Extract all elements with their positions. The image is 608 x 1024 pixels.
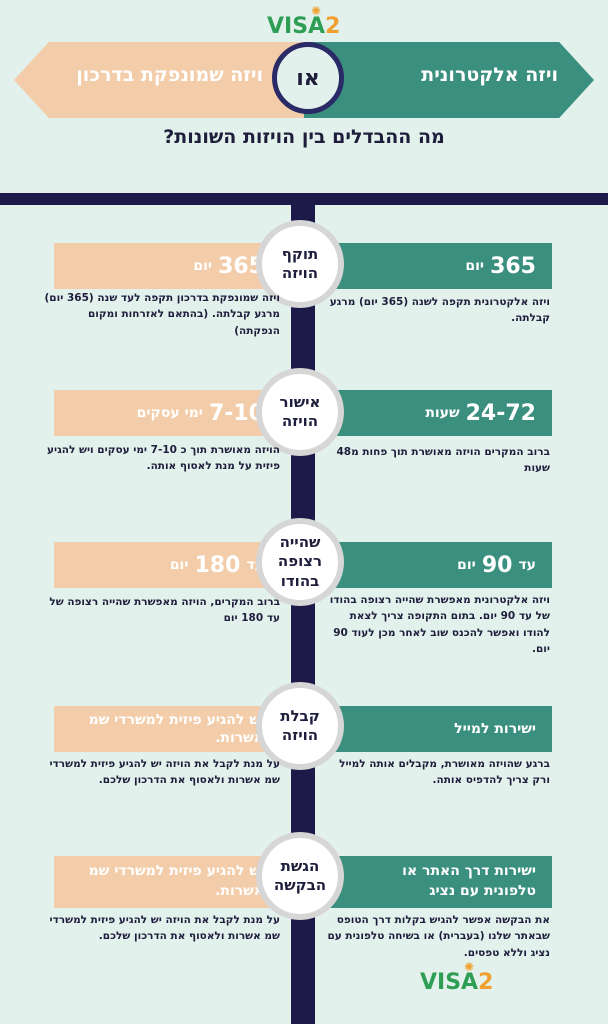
- row2-electronic-desc: ברוב המקרים הויזה מאושרת תוך פחות מ48 שע…: [336, 446, 550, 475]
- row4-electronic-label: ישירות למייל: [454, 721, 536, 737]
- row3-title: שהייה רצופה בהודו: [277, 532, 323, 590]
- visa2-logo-bottom: VISA2 ✺: [420, 960, 494, 995]
- passport-visa-banner: [14, 42, 304, 118]
- row5-electronic-box: ישירות דרך האתר או טלפונית עם נציג: [330, 856, 552, 908]
- row2-title: אישור הויזה: [279, 392, 321, 431]
- row1-electronic-value: 365: [490, 253, 536, 279]
- row5-circle: הגשת הבקשה: [256, 832, 344, 920]
- row3-electronic-box: עד 90 יום: [330, 542, 552, 588]
- row5-passport-label: יש להגיע פיזית למשרדי שמ אשרות.: [88, 863, 264, 899]
- row2-passport-value: 7-10: [208, 400, 264, 426]
- row2-circle: אישור הויזה: [256, 368, 344, 456]
- row4-title: קבלת הויזה: [280, 706, 320, 745]
- row2-passport-box: 7-10 ימי עסקים: [54, 390, 280, 436]
- row2-passport-unit: ימי עסקים: [136, 405, 203, 421]
- row1-electronic-unit: יום: [465, 258, 485, 274]
- row3-electronic-desc: ויזה אלקטרונית מאפשרת שהייה רצופה בהודו …: [329, 594, 550, 655]
- row2-electronic-unit: שעות: [425, 405, 460, 421]
- row1-passport-desc: ויזה שמונפקת בדרכון תקפה לעד שנה (365 יו…: [44, 292, 281, 337]
- visa2-logo-top: VISA2 ✺: [267, 4, 341, 39]
- row5-passport-desc: על מנת לקבל את הויזה יש להגיע פיזית למשר…: [49, 914, 280, 943]
- row4-passport-label: יש להגיע פיזית למשרדי שמ אשרות.: [88, 711, 264, 746]
- row2-passport-desc: הויזה מאושרת תוך כ 7-10 ימי עסקים ויש לה…: [47, 444, 280, 473]
- row5-electronic-desc: את הבקשה אפשר להגיש בקלות דרך הטופס שבאת…: [327, 914, 550, 959]
- row3-passport-unit: יום: [169, 557, 189, 573]
- comparison-question: מה ההבדלים בין הויזות השונות?: [163, 126, 445, 148]
- passport-visa-label: ויזה שמונפקת בדרכון: [76, 64, 263, 86]
- logo-number: 2: [325, 14, 341, 39]
- row3-passport-box: עד 180 יום: [54, 542, 280, 588]
- row4-passport-box: יש להגיע פיזית למשרדי שמ אשרות.: [54, 706, 280, 752]
- row1-passport-unit: יום: [193, 258, 213, 274]
- row5-passport-box: יש להגיע פיזית למשרדי שמ אשרות.: [54, 856, 280, 908]
- row4-circle: קבלת הויזה: [256, 682, 344, 770]
- row3-circle: שהייה רצופה בהודו: [256, 518, 344, 606]
- row3-passport-value: 180: [194, 552, 241, 578]
- or-circle: או: [272, 42, 344, 114]
- or-label: או: [296, 65, 320, 91]
- row2-electronic-box: 24-72 שעות: [330, 390, 552, 436]
- row3-electronic-unit: יום: [457, 557, 476, 573]
- row1-electronic-box: 365 יום: [330, 243, 552, 289]
- row3-passport-desc: ברוב המקרים, הויזה מאפשרת שהייה רצופה של…: [49, 596, 280, 625]
- sun-icon: ✺: [464, 960, 475, 974]
- row4-electronic-box: ישירות למייל: [330, 706, 552, 752]
- row5-title: הגשת הבקשה: [273, 856, 327, 895]
- sun-icon: ✺: [311, 4, 322, 18]
- electronic-visa-banner: [304, 42, 594, 118]
- row1-circle: תוקף הויזה: [256, 220, 344, 308]
- logo-text: VISA: [267, 14, 326, 39]
- row2-electronic-value: 24-72: [465, 400, 536, 426]
- logo-number: 2: [478, 970, 494, 995]
- row1-title: תוקף הויזה: [281, 244, 319, 283]
- row4-passport-desc: על מנת לקבל את הויזה יש להגיע פיזית למשר…: [49, 758, 280, 787]
- row1-passport-box: 365 יום: [54, 243, 280, 289]
- electronic-visa-label: ויזה אלקטרונית: [421, 64, 558, 86]
- row5-electronic-label: ישירות דרך האתר או טלפונית עם נציג: [402, 863, 536, 899]
- row4-electronic-desc: ברגע שהויזה מאושרת, מקבלים אותה למייל ור…: [339, 758, 550, 787]
- row3-electronic-prefix: עד: [518, 557, 536, 573]
- row3-electronic-value: 90: [481, 552, 513, 578]
- logo-text: VISA: [420, 970, 479, 995]
- row1-electronic-desc: ויזה אלקטרונית תקפה לשנה (365 יום) מרגע …: [329, 296, 550, 325]
